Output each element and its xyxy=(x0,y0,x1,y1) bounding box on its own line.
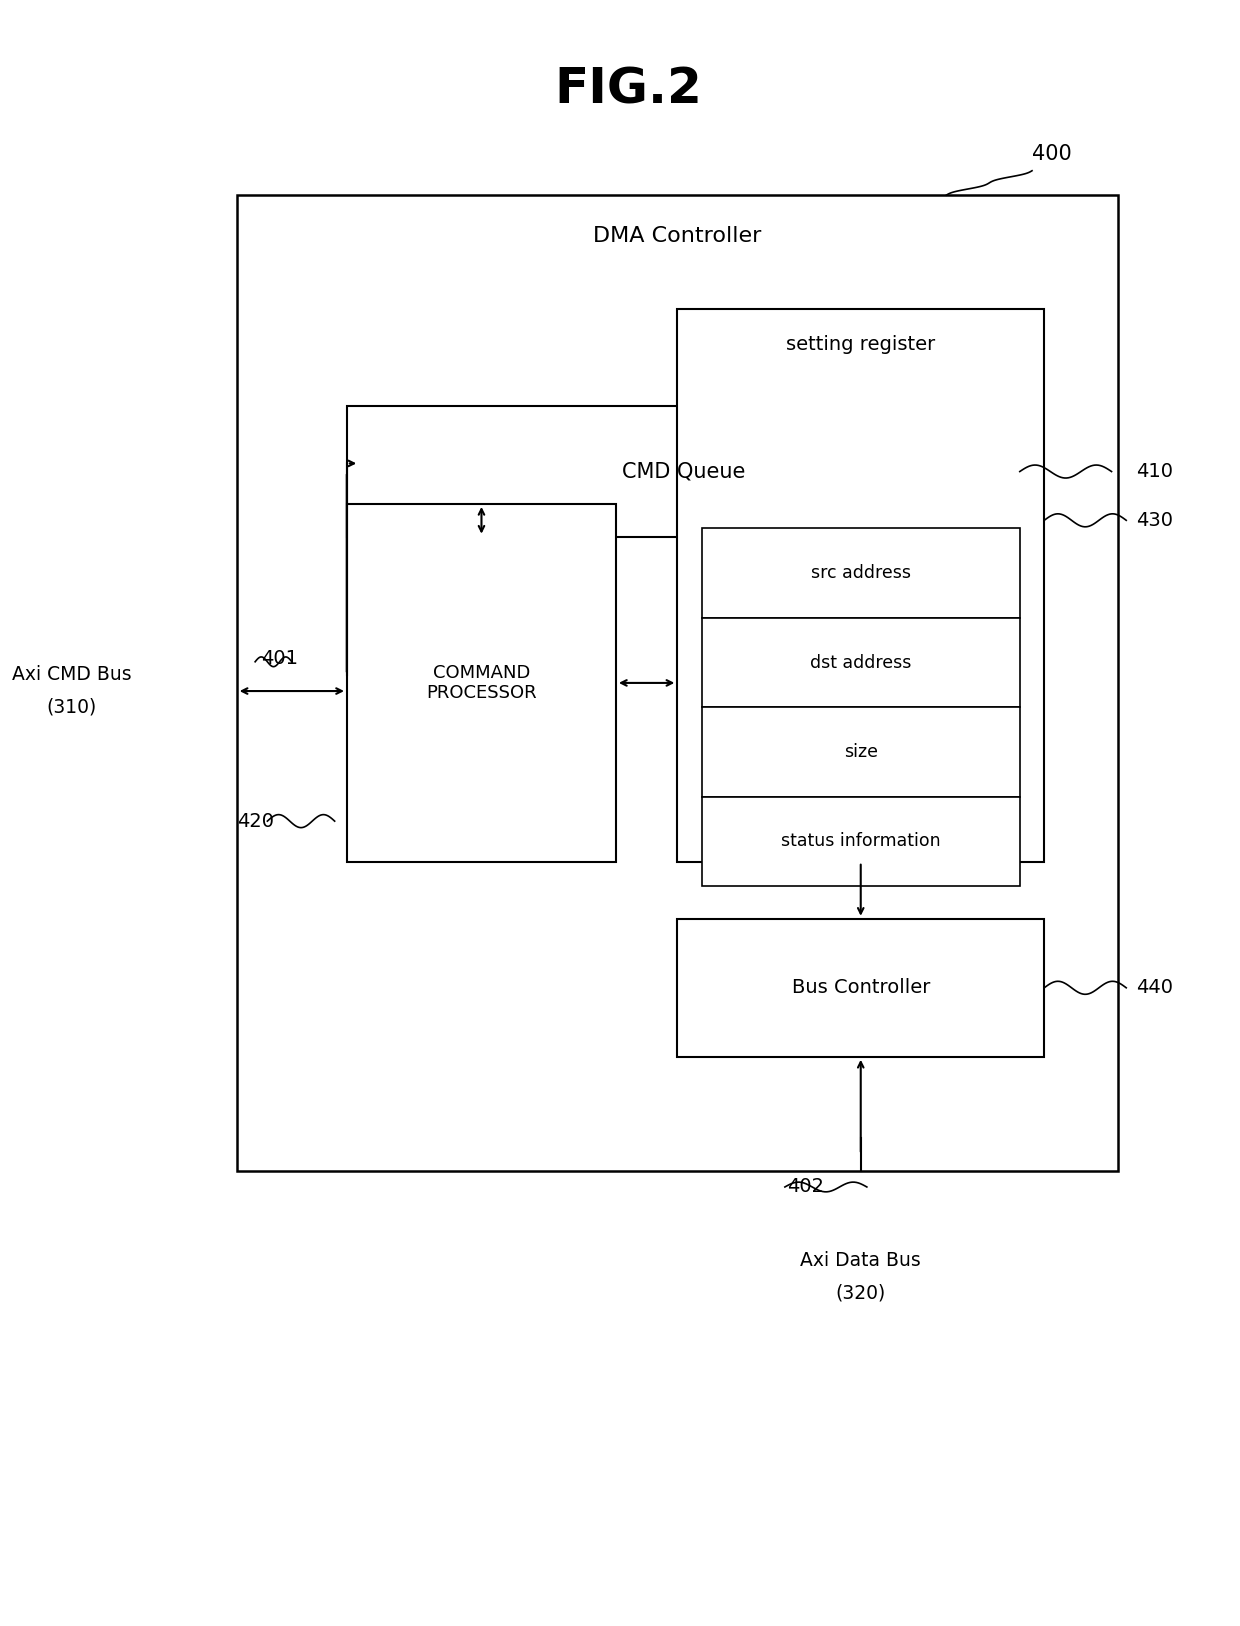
FancyBboxPatch shape xyxy=(677,919,1044,1057)
FancyBboxPatch shape xyxy=(702,707,1019,797)
Text: 440: 440 xyxy=(1136,979,1173,997)
FancyBboxPatch shape xyxy=(702,618,1019,707)
Text: 400: 400 xyxy=(1032,145,1071,164)
Text: (310): (310) xyxy=(46,698,97,717)
Text: (320): (320) xyxy=(836,1283,885,1302)
Text: Axi CMD Bus: Axi CMD Bus xyxy=(12,665,131,685)
FancyBboxPatch shape xyxy=(702,528,1019,618)
Text: Axi Data Bus: Axi Data Bus xyxy=(800,1250,921,1270)
Text: 420: 420 xyxy=(237,811,274,831)
Text: setting register: setting register xyxy=(786,335,935,354)
FancyBboxPatch shape xyxy=(702,797,1019,886)
Text: COMMAND
PROCESSOR: COMMAND PROCESSOR xyxy=(427,663,537,702)
Text: 402: 402 xyxy=(787,1177,825,1197)
FancyBboxPatch shape xyxy=(347,406,1019,537)
FancyBboxPatch shape xyxy=(677,309,1044,862)
Text: CMD Queue: CMD Queue xyxy=(621,462,745,481)
Text: 430: 430 xyxy=(1136,511,1173,530)
Text: src address: src address xyxy=(811,564,910,582)
Text: 410: 410 xyxy=(1136,462,1173,481)
Text: FIG.2: FIG.2 xyxy=(554,65,702,114)
FancyBboxPatch shape xyxy=(347,504,616,862)
Text: size: size xyxy=(843,743,878,761)
Text: status information: status information xyxy=(781,833,941,850)
Text: dst address: dst address xyxy=(810,654,911,672)
Text: Bus Controller: Bus Controller xyxy=(791,979,930,997)
Text: 401: 401 xyxy=(262,649,298,668)
Text: DMA Controller: DMA Controller xyxy=(593,226,761,246)
FancyBboxPatch shape xyxy=(237,195,1117,1171)
